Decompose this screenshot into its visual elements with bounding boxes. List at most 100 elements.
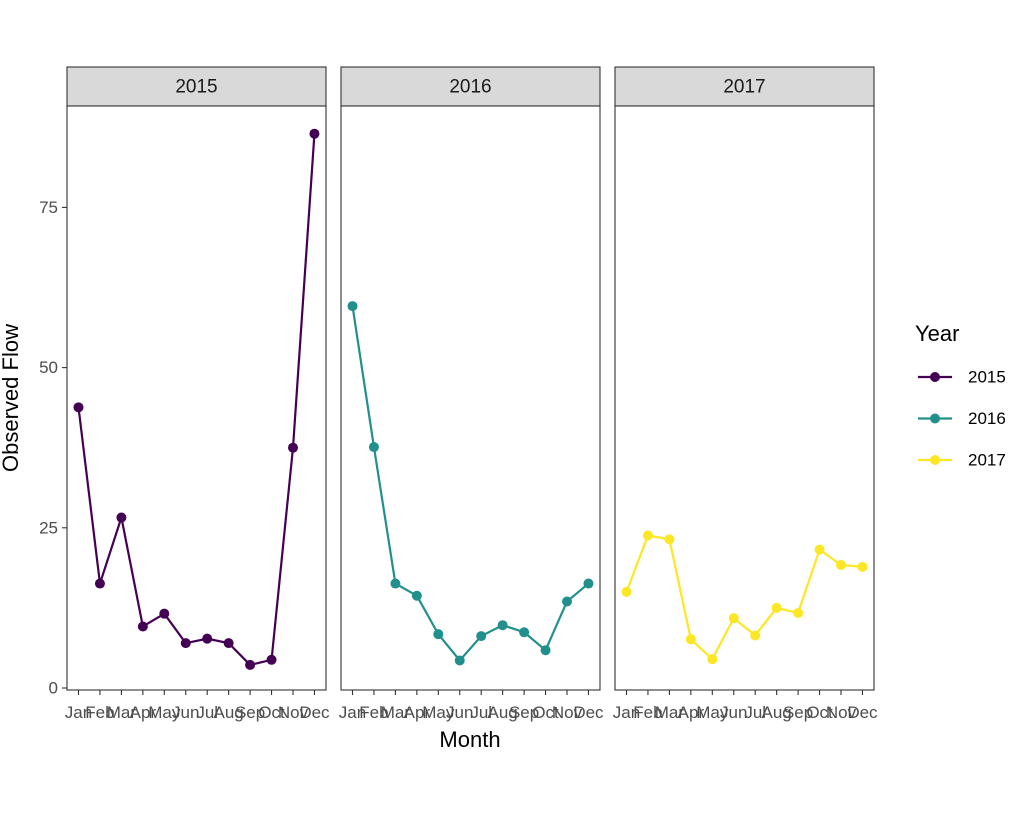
- data-point-2015-Nov: [288, 442, 298, 453]
- data-point-2017-Dec: [857, 561, 868, 572]
- legend-label: 2015: [968, 367, 1006, 386]
- data-point-2015-Jul: [202, 633, 213, 644]
- data-point-2015-Aug: [223, 638, 234, 649]
- data-point-2017-Oct: [814, 544, 825, 555]
- data-point-2017-Sep: [793, 608, 804, 619]
- x-tick-label: Oct: [258, 703, 285, 722]
- data-point-2015-May: [159, 608, 170, 619]
- data-point-2015-Mar: [116, 512, 127, 523]
- x-tick-label: Nov: [552, 703, 583, 722]
- x-tick-label: Dec: [573, 703, 604, 722]
- legend-title: Year: [915, 321, 959, 346]
- x-tick-label: Jan: [65, 703, 92, 722]
- data-point-2016-Dec: [583, 578, 594, 589]
- x-tick-label: Aug: [762, 703, 792, 722]
- x-tick-label: Feb: [359, 703, 388, 722]
- x-tick-label: Nov: [278, 703, 309, 722]
- legend-item-2016: 2016: [918, 409, 1006, 428]
- y-tick-label: 0: [49, 678, 58, 697]
- x-tick-label: Jul: [196, 703, 218, 722]
- x-tick-label: Jun: [720, 703, 747, 722]
- data-point-2017-Jan: [621, 586, 632, 597]
- y-axis: 0 25 50 75: [39, 198, 67, 697]
- legend-key-point: [930, 455, 940, 465]
- data-point-2015-Oct: [266, 654, 277, 665]
- data-point-2016-Sep: [519, 627, 530, 638]
- data-point-2016-Apr: [411, 590, 422, 601]
- facet-strip-label: 2017: [723, 77, 765, 98]
- legend-label: 2017: [968, 450, 1006, 469]
- series-line-2016: [351, 305, 590, 663]
- series-line-2015: [77, 133, 316, 667]
- data-point-2017-Nov: [836, 559, 846, 570]
- x-tick-label: Jul: [470, 703, 492, 722]
- facet-strip-label: 2016: [449, 77, 491, 98]
- x-tick-label: Sep: [783, 703, 813, 722]
- x-tick-label: Mar: [107, 703, 137, 722]
- data-point-2016-Oct: [540, 645, 551, 656]
- facet-panels: 2015JanFebMarAprMayJunJulAugSepOctNovDec…: [65, 66, 878, 722]
- legend-key-point: [930, 372, 940, 382]
- data-point-2015-Jun: [180, 638, 191, 649]
- data-point-2017-Aug: [771, 602, 782, 613]
- facet-strip: [66, 66, 327, 107]
- data-point-2016-May: [433, 629, 444, 640]
- panel-border: [614, 105, 875, 691]
- x-tick-label: Sep: [235, 703, 265, 722]
- x-tick-label: Mar: [655, 703, 685, 722]
- data-point-2017-Feb: [642, 530, 653, 541]
- facet-strip: [614, 66, 875, 107]
- x-tick-label: Jul: [744, 703, 766, 722]
- x-tick-label: Oct: [532, 703, 559, 722]
- y-tick-label: 75: [39, 198, 58, 217]
- data-point-2015-Sep: [245, 659, 256, 670]
- data-point-2016-Jul: [476, 631, 487, 642]
- x-tick-label: Nov: [826, 703, 857, 722]
- legend-item-2017: 2017: [918, 450, 1006, 469]
- y-tick-label: 50: [39, 358, 58, 377]
- facet-strip-label: 2015: [175, 77, 217, 98]
- x-axis-title: Month: [439, 727, 500, 752]
- x-tick-label: Jan: [339, 703, 366, 722]
- x-tick-label: May: [148, 703, 181, 722]
- data-point-2016-Jun: [454, 655, 465, 666]
- y-axis-title: Observed Flow: [0, 324, 23, 472]
- x-tick-label: Feb: [85, 703, 114, 722]
- x-tick-label: Apr: [404, 703, 431, 722]
- x-tick-label: Dec: [299, 703, 330, 722]
- x-tick-label: Aug: [488, 703, 518, 722]
- x-tick-label: Aug: [214, 703, 244, 722]
- panel-border: [66, 105, 327, 691]
- legend: Year 2015 2016 2017: [915, 321, 1006, 469]
- x-tick-label: Sep: [509, 703, 539, 722]
- x-tick-label: Jan: [613, 703, 640, 722]
- data-point-2016-Nov: [562, 596, 572, 607]
- data-point-2016-Mar: [390, 578, 401, 589]
- panel-border: [340, 105, 601, 691]
- data-point-2017-Mar: [664, 534, 675, 545]
- x-tick-label: May: [696, 703, 729, 722]
- legend-key-point: [930, 413, 940, 424]
- x-tick-label: Apr: [130, 703, 157, 722]
- legend-item-2015: 2015: [918, 367, 1006, 386]
- x-tick-label: Mar: [381, 703, 411, 722]
- data-point-2017-Jun: [728, 613, 739, 624]
- data-point-2016-Jan: [347, 301, 358, 312]
- x-tick-label: Oct: [806, 703, 833, 722]
- data-point-2015-Apr: [137, 621, 148, 632]
- data-point-2015-Jan: [73, 402, 84, 413]
- facet-strip: [340, 66, 601, 107]
- data-point-2015-Feb: [94, 578, 105, 589]
- data-point-2016-Feb: [368, 442, 379, 453]
- x-tick-label: Apr: [678, 703, 705, 722]
- legend-label: 2016: [968, 409, 1006, 428]
- data-point-2017-Jul: [750, 630, 761, 641]
- x-tick-label: Feb: [633, 703, 662, 722]
- x-tick-label: Jun: [446, 703, 473, 722]
